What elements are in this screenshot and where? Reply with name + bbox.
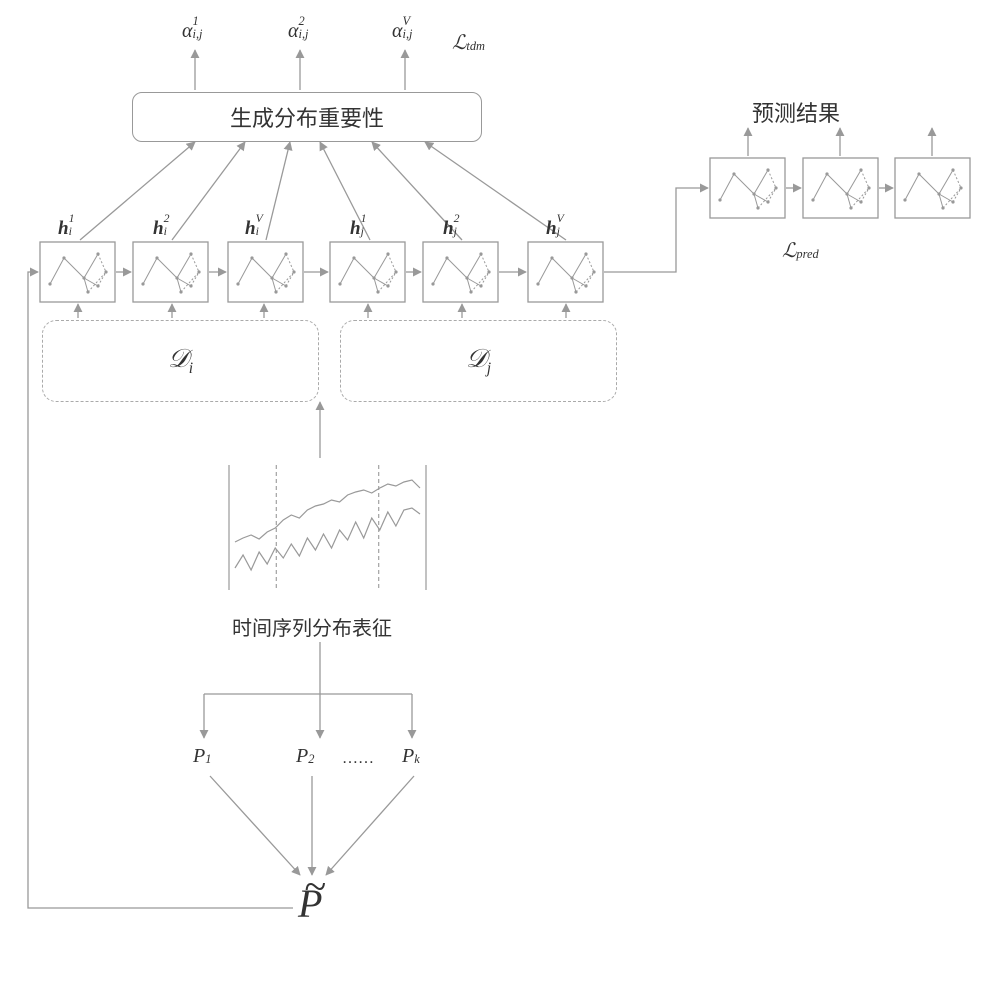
p-tilde: ~P xyxy=(298,880,322,927)
importance-label: 生成分布重要性 xyxy=(230,101,384,133)
alpha-label: αVi,j xyxy=(392,20,403,43)
p-label: P1 xyxy=(193,745,205,768)
prediction-result-label: 预测结果 xyxy=(752,96,840,128)
p-label: Pk xyxy=(402,745,414,768)
alpha-label: α1i,j xyxy=(182,20,193,43)
ellipsis: …… xyxy=(342,750,374,768)
domain-box: 𝒟i xyxy=(42,320,319,402)
arrow-layer xyxy=(0,0,1000,987)
h-label: h2i xyxy=(153,218,164,240)
h-label: h2j xyxy=(443,218,454,240)
loss-pred-label: ℒpred xyxy=(782,238,796,263)
h-label: hVj xyxy=(546,218,557,240)
timeseries-label: 时间序列分布表征 xyxy=(232,612,392,641)
alpha-label: α2i,j xyxy=(288,20,299,43)
domain-box: 𝒟j xyxy=(340,320,617,402)
h-label: h1j xyxy=(350,218,361,240)
importance-box: 生成分布重要性 xyxy=(132,92,482,142)
loss-tdm-label: ℒtdm xyxy=(452,30,466,55)
h-label: hVi xyxy=(245,218,256,240)
h-label: h1i xyxy=(58,218,69,240)
p-label: P2 xyxy=(296,745,308,768)
diagram-canvas: 生成分布重要性 预测结果 时间序列分布表征 α1i,j α2i,j αVi,j ℒtd… xyxy=(0,0,1000,987)
